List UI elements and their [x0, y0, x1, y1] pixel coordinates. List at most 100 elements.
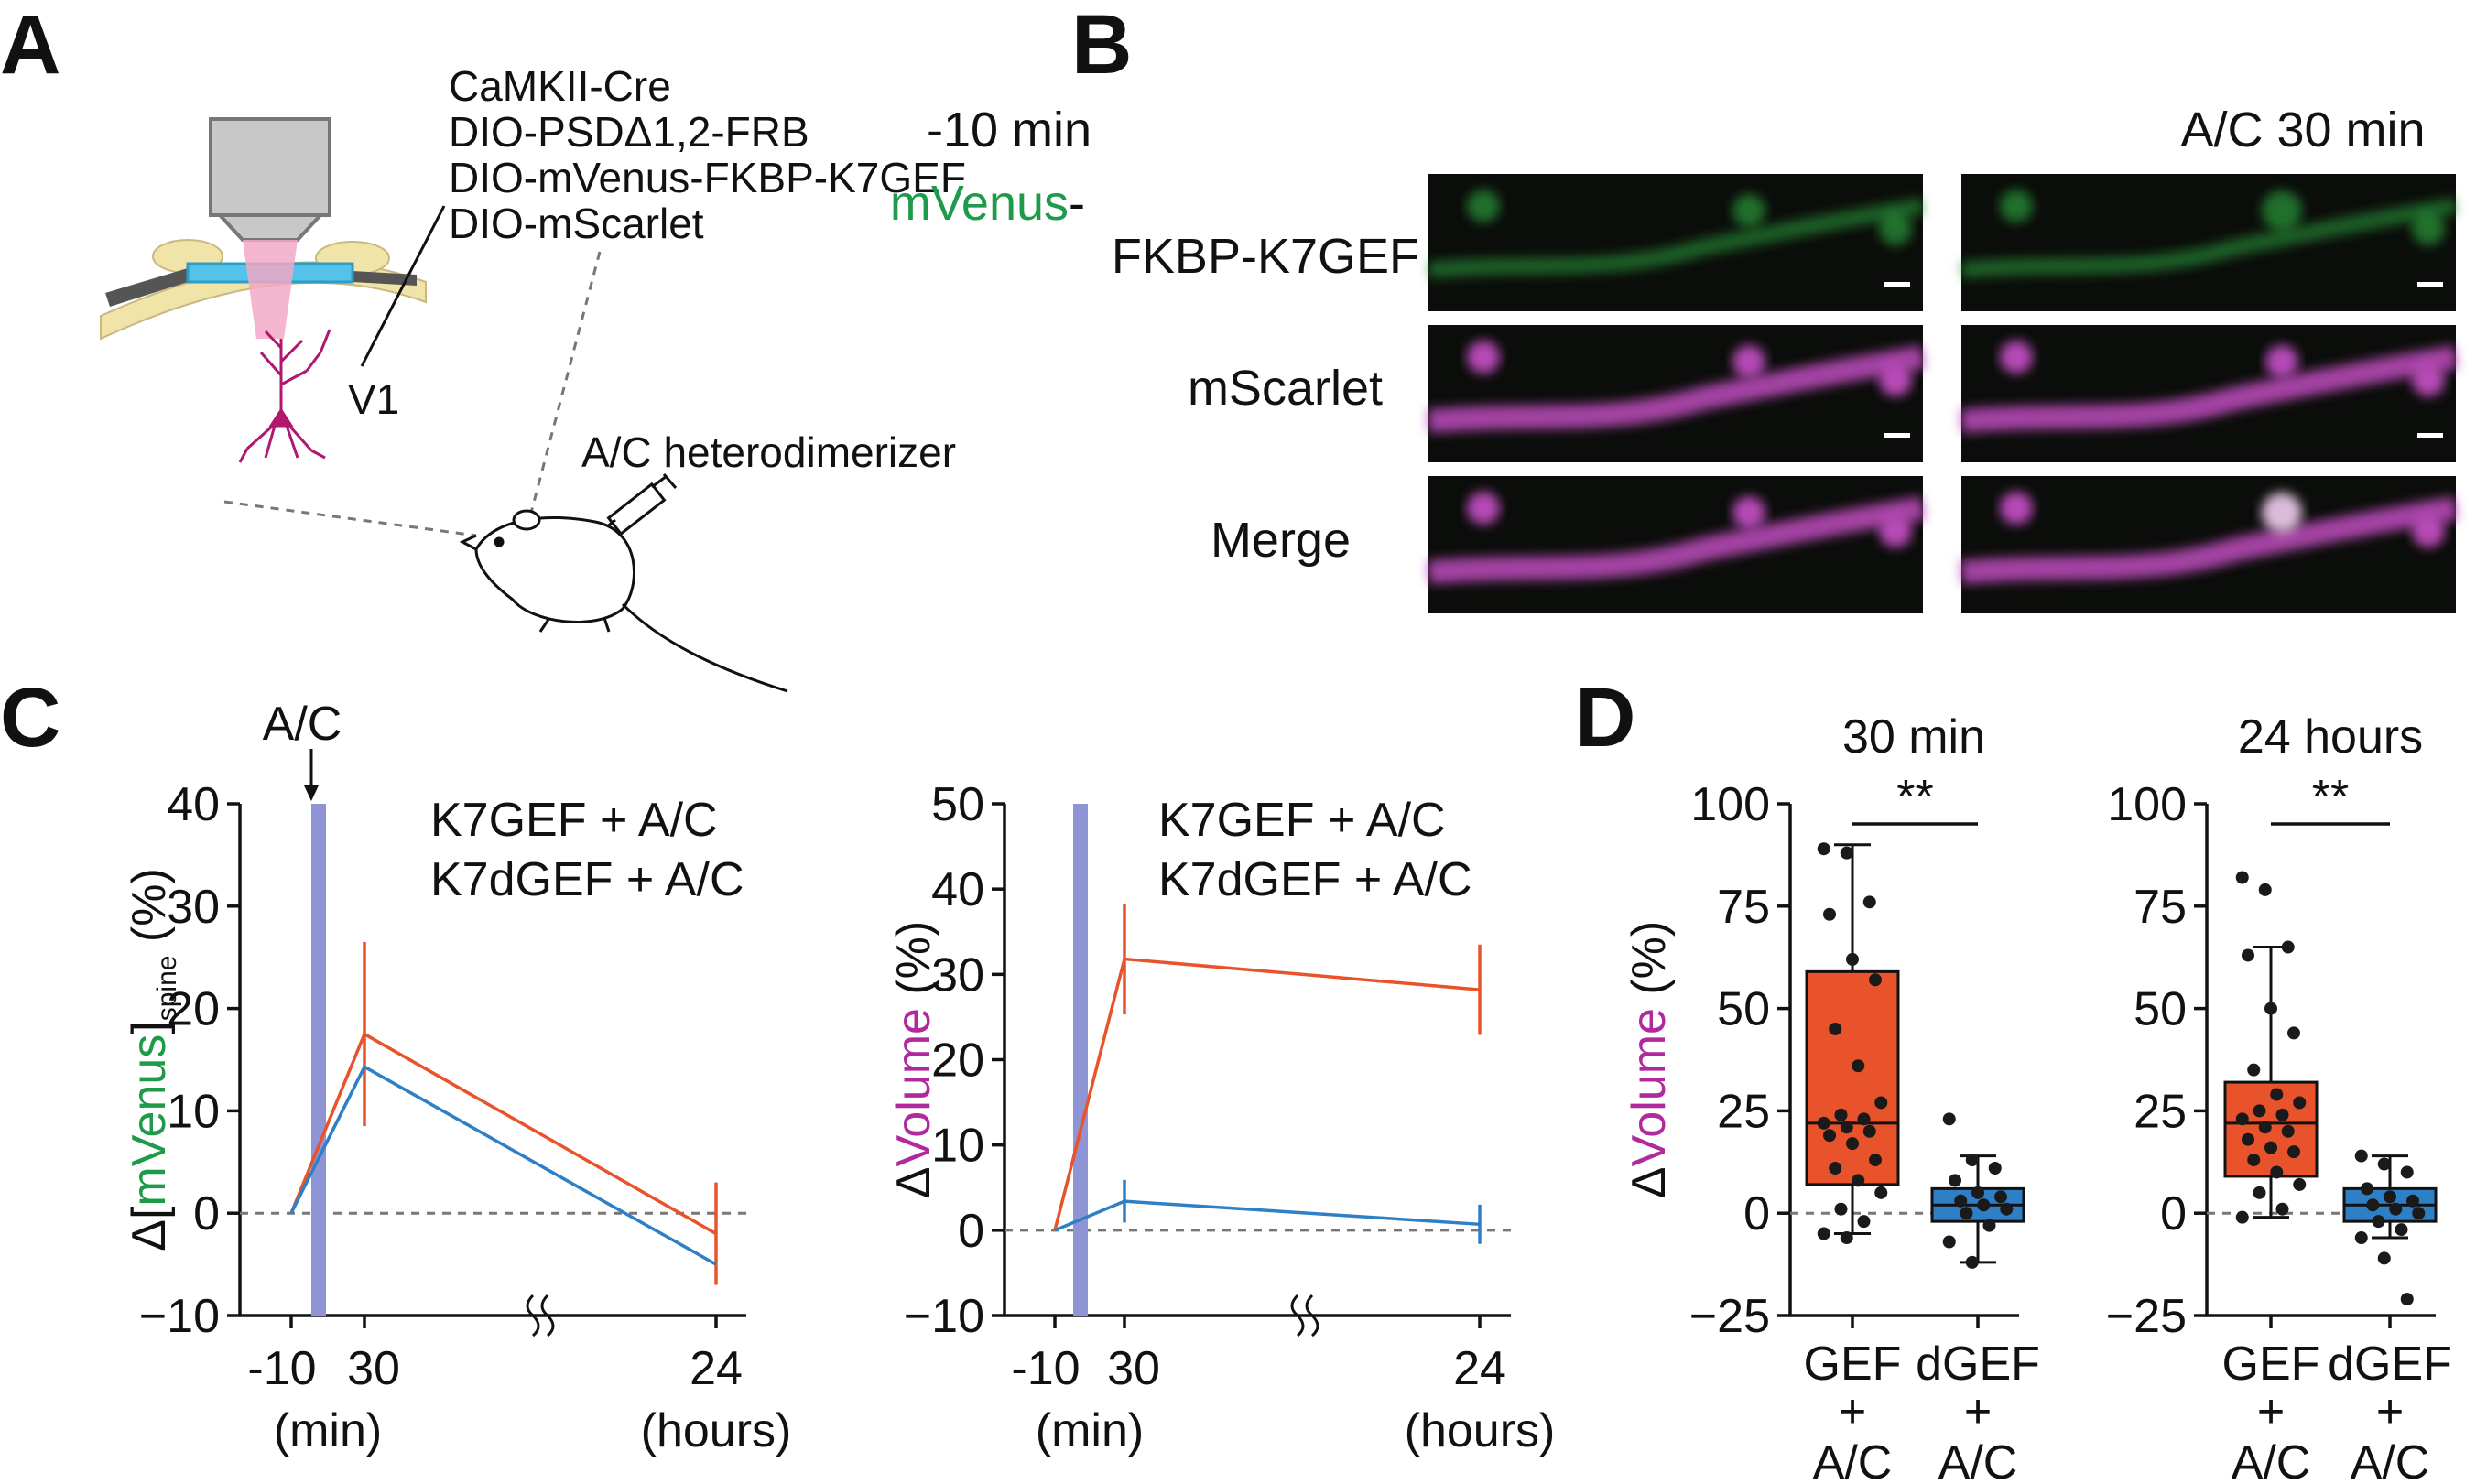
- spine-shape: [2412, 515, 2445, 547]
- ylabel-volume: Volume: [1623, 1008, 1676, 1166]
- y-tick-label: −25: [1689, 1290, 1770, 1343]
- dendrite-shape: [1960, 345, 2459, 433]
- row-label-mvenus-line2: FKBP-K7GEF: [1112, 229, 1419, 284]
- zoom-guide-line-2: [223, 500, 477, 537]
- pyramidal-neuron-icon: [238, 329, 331, 463]
- spine-shape: [2412, 212, 2445, 245]
- y-tick-label: 0: [2160, 1187, 2187, 1240]
- construct-4: DIO-mScarlet: [449, 200, 704, 247]
- data-point: [1862, 895, 1876, 909]
- data-point: [2395, 1223, 2408, 1237]
- box-gef: [1805, 969, 1900, 1186]
- column-header-post: A/C 30 min: [2180, 103, 2425, 157]
- spine-shape: [1879, 363, 1912, 396]
- y-tick-label: 50: [2134, 983, 2187, 1036]
- axis-break-icon: [1290, 1294, 1305, 1338]
- x-category-line1: GEF: [2222, 1338, 2320, 1391]
- axis-break-icon: [526, 1294, 540, 1338]
- ylabel-delta: Δ: [887, 1167, 940, 1199]
- subplot-title: 30 min: [1842, 710, 1985, 764]
- data-point: [2247, 1063, 2261, 1077]
- spine-shape: [1879, 212, 1912, 245]
- data-point: [2361, 1182, 2373, 1196]
- data-point: [1982, 1219, 1996, 1232]
- data-point: [2264, 1141, 2277, 1154]
- data-point: [1977, 1198, 1991, 1212]
- ylabel-volume: Volume: [887, 1008, 940, 1166]
- significance-stars: **: [1896, 771, 1933, 824]
- data-point: [2384, 1190, 2396, 1204]
- data-point: [2270, 1165, 2284, 1179]
- x-unit-min: (min): [274, 1404, 382, 1457]
- data-point: [2258, 1121, 2272, 1134]
- data-point: [2258, 883, 2272, 896]
- data-point: [2412, 1207, 2426, 1220]
- spine-shape: [1467, 190, 1500, 222]
- spine-shape: [2262, 190, 2302, 231]
- data-point: [2366, 1198, 2380, 1212]
- y-tick-label: 20: [167, 983, 220, 1036]
- data-point: [2287, 1145, 2300, 1159]
- data-point: [1852, 1059, 1865, 1073]
- spine-shape: [1879, 515, 1912, 547]
- data-point: [2242, 1132, 2254, 1146]
- data-point: [1857, 1215, 1871, 1229]
- data-point: [1823, 907, 1836, 921]
- row-label-mvenus-colored: mVenus: [890, 176, 1069, 231]
- spine-shape: [2262, 493, 2302, 533]
- y-tick-label: 0: [1743, 1187, 1770, 1240]
- x-category-plus: +: [1964, 1385, 1992, 1438]
- x-tick-label: 30: [347, 1342, 400, 1395]
- y-axis-label: ΔVolume (%): [1623, 921, 1676, 1199]
- data-point: [1857, 1112, 1871, 1126]
- micrograph-1-1: [1428, 174, 1925, 311]
- ylabel-sub: spine: [152, 956, 182, 1022]
- data-point: [2264, 1002, 2277, 1015]
- data-point: [2354, 1149, 2368, 1163]
- x-tick-label: -10: [1011, 1342, 1080, 1395]
- ylabel-unit: (%): [123, 868, 176, 955]
- x-category-ac: A/C: [2351, 1436, 2430, 1484]
- dendrite-shape: [1427, 345, 1926, 433]
- x-category-plus: +: [2376, 1385, 2404, 1438]
- data-point: [2235, 871, 2249, 884]
- data-point: [1965, 1255, 1979, 1269]
- data-point: [1960, 1207, 1973, 1220]
- ylabel-close: ]: [123, 1021, 176, 1034]
- data-point: [1817, 1116, 1830, 1130]
- scale-bar: [1884, 282, 1910, 287]
- axis-break-icon: [1305, 1294, 1319, 1338]
- construct-2: DIO-PSDΔ1,2-FRB: [449, 108, 809, 156]
- x-unit-hours: (hours): [1405, 1404, 1556, 1457]
- data-point: [2242, 948, 2254, 962]
- axis-break-icon: [540, 1294, 555, 1338]
- x-tick-label: 24: [690, 1342, 743, 1395]
- injection-label: A/C heterodimerizer: [581, 428, 956, 476]
- dendrite-shape: [1960, 496, 2459, 584]
- y-tick-label: 100: [2107, 778, 2187, 831]
- y-tick-label: 100: [1690, 778, 1770, 831]
- spine-shape: [1467, 492, 1500, 525]
- legend-entry: K7dGEF + A/C: [430, 853, 744, 906]
- data-point: [1874, 1186, 1888, 1199]
- x-unit-hours: (hours): [641, 1404, 792, 1457]
- x-tick-label: 30: [1107, 1342, 1160, 1395]
- y-tick-label: 40: [931, 863, 984, 916]
- legend-entry: K7GEF + A/C: [1158, 794, 1446, 847]
- x-category-line1: dGEF: [1916, 1338, 2040, 1391]
- data-point: [2406, 1194, 2419, 1208]
- data-point: [2247, 1154, 2261, 1167]
- data-point: [2281, 940, 2295, 954]
- data-point: [1965, 1154, 1979, 1167]
- y-tick-label: 50: [1717, 983, 1770, 1036]
- scale-bar: [1884, 433, 1910, 438]
- legend-entry: K7dGEF + A/C: [1158, 853, 1472, 906]
- data-point: [2270, 1088, 2284, 1101]
- ac-application-bar: [311, 804, 326, 1316]
- data-point: [1862, 1124, 1876, 1138]
- panel-c-volume-chart: −10 0 10 20 30 40 50 -10 30 24 (min) (hours) K7GEF +…: [887, 778, 1555, 1457]
- data-point: [1840, 1231, 1853, 1245]
- data-point: [1840, 846, 1853, 860]
